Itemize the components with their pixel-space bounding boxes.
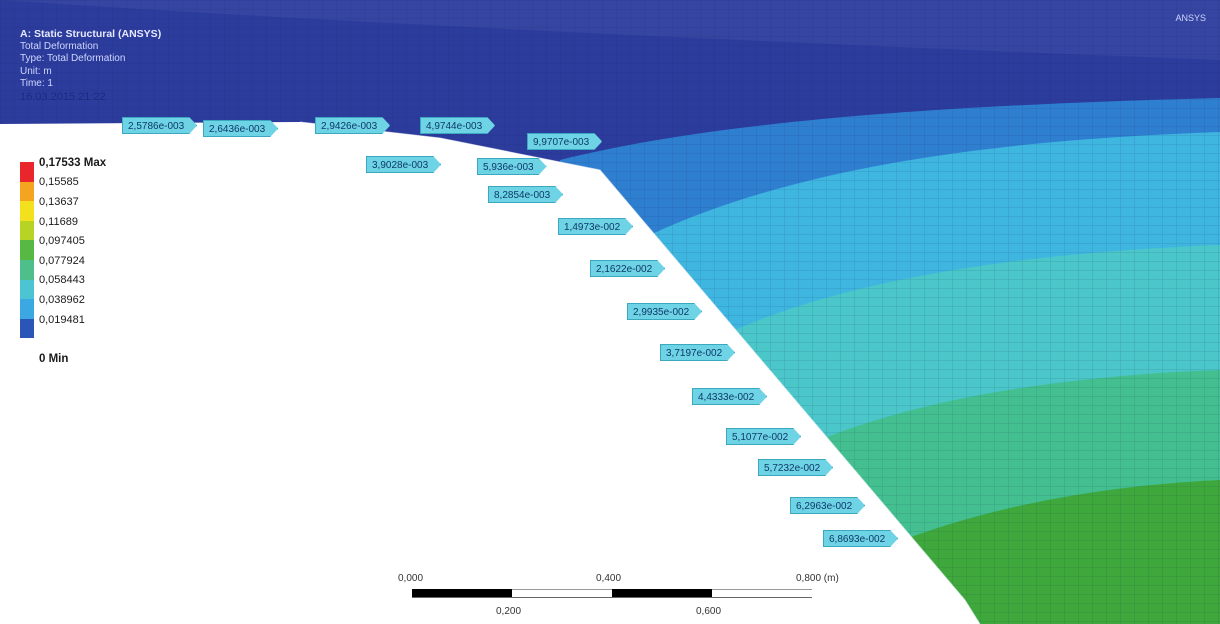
legend-entry: 0,15585 — [20, 176, 106, 202]
legend-swatch — [20, 162, 34, 182]
legend-label: 0,17533 Max — [39, 156, 107, 169]
legend-label: 0,058443 — [39, 274, 85, 287]
legend-swatch — [20, 181, 34, 202]
result-time: Time: 1 — [20, 78, 53, 89]
legend-entry: 0,17533 Max — [20, 157, 106, 182]
probe-label[interactable]: 2,9935e-002 — [627, 303, 702, 320]
model-edge — [299, 121, 981, 624]
probe-label[interactable]: 3,9028e-003 — [366, 156, 441, 173]
legend-entry: 0,038962 — [20, 294, 106, 319]
legend-entry: 0,097405 — [20, 235, 106, 260]
scale-segment-2 — [512, 589, 612, 598]
probe-label[interactable]: 6,2963e-002 — [790, 497, 865, 514]
legend-swatch — [20, 201, 34, 221]
legend-entry: 0,077924 — [20, 255, 106, 280]
probe-label[interactable]: 5,7232e-002 — [758, 459, 833, 476]
scale-label-400: 0,400 — [596, 573, 622, 584]
legend-swatch — [20, 240, 34, 260]
result-unit: Unit: m — [20, 65, 52, 77]
legend-entry: 0,13637 — [20, 196, 106, 221]
legend-label: 0,13637 — [39, 195, 79, 208]
probe-label[interactable]: 4,4333e-002 — [692, 388, 767, 405]
legend-label: 0,077924 — [39, 254, 85, 267]
scale-segment-4 — [712, 589, 812, 598]
probe-label[interactable]: 9,9707e-003 — [527, 133, 602, 150]
probe-label[interactable]: 2,6436e-003 — [203, 120, 278, 137]
legend-swatch — [20, 259, 34, 280]
scale-label-200: 0,200 — [496, 606, 522, 617]
scale-label-0: 0,000 — [398, 573, 424, 584]
probe-label[interactable]: 4,9744e-003 — [420, 117, 495, 134]
legend-swatch — [20, 299, 34, 319]
legend-swatch — [20, 279, 34, 300]
legend-swatch — [20, 220, 34, 241]
scale-segment-3 — [612, 589, 712, 598]
probe-label[interactable]: 2,5786e-003 — [122, 117, 197, 134]
legend-label: 0,038962 — [39, 293, 85, 306]
legend-min-label: 0 Min — [39, 353, 69, 365]
scale-label-800: 0,800 (m) — [796, 573, 839, 584]
result-name: Total Deformation — [20, 40, 99, 52]
legend-label: 0,097405 — [39, 235, 85, 248]
analysis-title: A: Static Structural (ANSYS) — [20, 28, 162, 40]
legend-entry: 0,11689 — [20, 216, 106, 241]
scale-baseline — [412, 597, 812, 598]
legend-swatch — [20, 318, 34, 339]
probe-label[interactable]: 1,4973e-002 — [558, 218, 633, 235]
result-type: Type: Total Deformation — [20, 53, 126, 64]
probe-label[interactable]: 8,2854e-003 — [488, 186, 563, 203]
color-legend: 0,17533 Max 0,15585 0,13637 0,11689 0,097405… — [20, 157, 106, 365]
result-header: A: Static Structural (ANSYS) Total Defor… — [20, 28, 161, 103]
scale-segment-1 — [412, 589, 512, 598]
scale-label-600: 0,600 — [696, 606, 722, 617]
result-datetime: 16.03.2015 21:22 — [20, 90, 106, 103]
probe-label[interactable]: 2,9426e-003 — [315, 117, 390, 134]
legend-entry: 0,058443 — [20, 274, 106, 300]
probe-label[interactable]: 5,1077e-002 — [726, 428, 801, 445]
legend-label: 0,11689 — [39, 215, 78, 228]
ansys-logo: ANSYS — [1175, 13, 1206, 23]
legend-label: 0,019481 — [39, 313, 85, 326]
legend-label: 0,15585 — [39, 176, 79, 189]
probe-label[interactable]: 3,7197e-002 — [660, 344, 735, 361]
scale-bar — [412, 589, 812, 603]
legend-entry: 0,019481 — [20, 314, 106, 339]
probe-label[interactable]: 2,1622e-002 — [590, 260, 665, 277]
probe-label[interactable]: 6,8693e-002 — [823, 530, 898, 547]
probe-label[interactable]: 5,936e-003 — [477, 158, 547, 175]
